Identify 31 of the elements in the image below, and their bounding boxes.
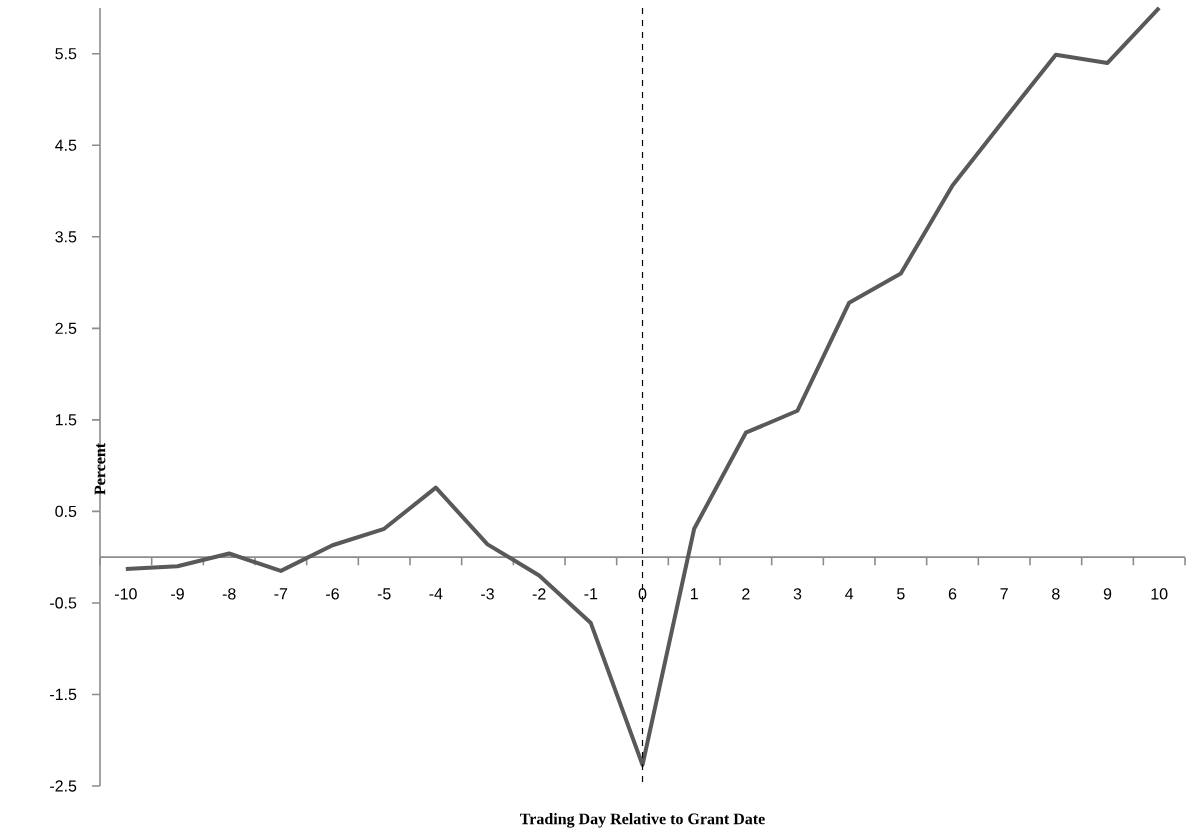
x-tick-label: -7: [274, 588, 288, 600]
x-tick-label: -6: [326, 588, 339, 600]
y-tick-label: 3.5: [55, 231, 77, 243]
y-tick-label: -1.5: [50, 688, 77, 701]
y-tick-label: 4.5: [55, 139, 77, 151]
x-tick-label: 1: [690, 588, 698, 600]
x-tick-label: -1: [584, 588, 598, 600]
y-tick-label: 0.5: [55, 505, 77, 518]
x-tick-label: 9: [1103, 588, 1112, 600]
x-tick-label: 4: [845, 588, 854, 600]
x-tick-label: 2: [742, 588, 750, 600]
y-tick-label: 1.5: [55, 414, 77, 426]
x-tick-label: 3: [793, 588, 802, 600]
x-tick-label: -9: [171, 588, 184, 600]
x-tick-label: -4: [429, 588, 443, 600]
x-tick-label: 8: [1052, 588, 1060, 600]
y-tick-label: 5.5: [55, 48, 77, 60]
x-tick-label: -3: [481, 588, 494, 600]
x-tick-label: -8: [222, 588, 236, 600]
y-tick-label: -2.5: [50, 780, 77, 792]
y-axis-title: Percent: [94, 442, 106, 495]
y-tick-label: -0.5: [50, 597, 77, 609]
y-tick-label: 2.5: [55, 322, 77, 335]
x-tick-label: 10: [1151, 588, 1168, 600]
x-tick-label: -5: [377, 588, 391, 600]
x-axis-title: Trading Day Relative to Grant Date: [520, 813, 765, 828]
x-tick-label: 6: [948, 588, 957, 600]
x-tick-label: 5: [897, 588, 905, 600]
x-tick-label: -2: [532, 588, 546, 600]
x-tick-label: -10: [115, 588, 137, 600]
x-tick-label: 7: [1000, 588, 1008, 600]
